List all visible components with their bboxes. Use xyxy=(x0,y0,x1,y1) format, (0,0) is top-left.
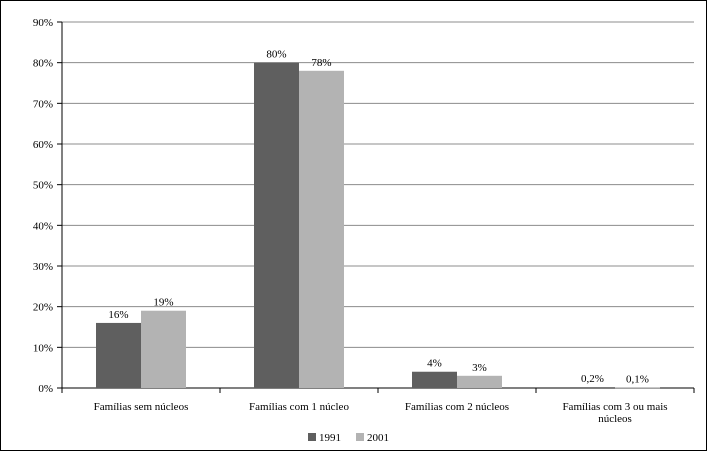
bar-1991-0 xyxy=(96,322,141,388)
legend-swatch-2001 xyxy=(356,433,364,441)
data-labels: 16% 19% 80% 78% 4% 3% 0,2% 0,1% xyxy=(108,49,649,386)
data-label: 80% xyxy=(266,49,286,61)
data-label: 0,2% xyxy=(581,373,604,385)
x-category-label: Famílias com 1 núcleo xyxy=(249,401,349,413)
y-tick-label: 30% xyxy=(33,261,53,273)
y-tick-label: 70% xyxy=(33,98,53,110)
tick-labels: 0% 10% 20% 30% 40% 50% 60% 70% 80% 90% Famílias se… xyxy=(33,17,668,425)
bar-1991-2 xyxy=(412,371,457,388)
legend-label-1991: 1991 xyxy=(319,432,341,444)
y-tick-label: 40% xyxy=(33,220,53,232)
y-tick-label: 60% xyxy=(33,139,53,151)
bar-2001-1 xyxy=(299,70,344,389)
x-category-label: Famílias com 3 ou mais xyxy=(562,401,667,413)
data-label: 19% xyxy=(153,297,173,309)
y-tick-label: 10% xyxy=(33,342,53,354)
y-tick-label: 0% xyxy=(38,383,53,395)
bar-2001-2 xyxy=(457,375,502,388)
bar-2001-0 xyxy=(141,310,186,388)
data-label: 4% xyxy=(427,358,442,370)
legend-label-2001: 2001 xyxy=(367,432,389,444)
bar-1991-3 xyxy=(570,387,615,388)
y-tick-label: 90% xyxy=(33,17,53,29)
y-tick-label: 20% xyxy=(33,302,53,314)
data-label: 78% xyxy=(311,57,331,69)
gridlines xyxy=(62,21,694,348)
y-tick-label: 80% xyxy=(33,58,53,70)
bars xyxy=(96,62,660,389)
data-label: 16% xyxy=(108,309,128,321)
bar-2001-3 xyxy=(615,387,660,389)
y-tick-label: 50% xyxy=(33,180,53,192)
x-category-label: núcleos xyxy=(598,413,632,425)
x-category-label: Famílias com 2 núcleos xyxy=(405,401,509,413)
legend-swatch-1991 xyxy=(308,433,316,441)
data-label: 3% xyxy=(472,362,487,374)
data-label: 0,1% xyxy=(626,374,649,386)
legend: 1991 2001 xyxy=(308,432,389,444)
bar-1991-1 xyxy=(254,62,299,389)
x-category-label: Famílias sem núcleos xyxy=(94,401,189,413)
